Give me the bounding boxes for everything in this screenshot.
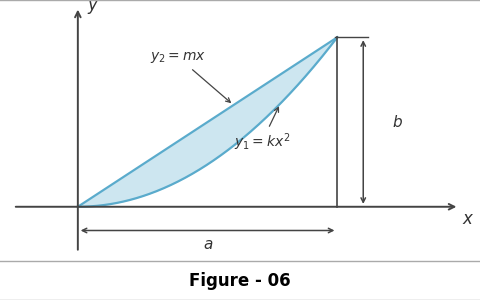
Text: Figure - 06: Figure - 06 <box>189 272 291 290</box>
Text: $y_2 = mx$: $y_2 = mx$ <box>151 50 230 102</box>
Text: b: b <box>392 115 402 130</box>
Text: x: x <box>462 210 472 228</box>
Text: $y_1 = kx^2$: $y_1 = kx^2$ <box>233 107 290 153</box>
Text: y: y <box>87 0 97 14</box>
Text: a: a <box>203 237 212 252</box>
